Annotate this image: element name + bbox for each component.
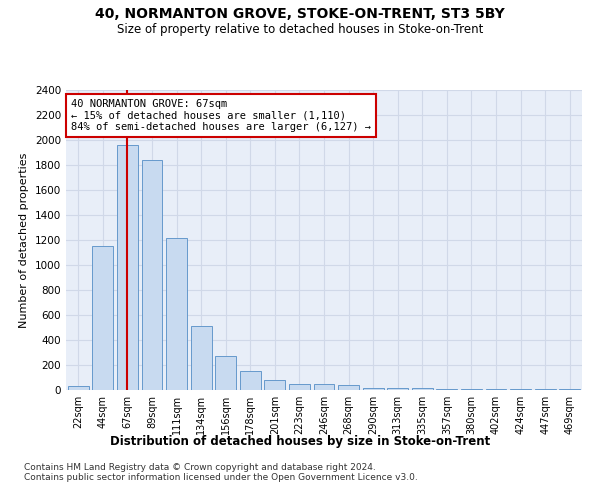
Bar	[289, 384, 310, 390]
Text: Contains public sector information licensed under the Open Government Licence v3: Contains public sector information licen…	[24, 474, 418, 482]
Text: Distribution of detached houses by size in Stoke-on-Trent: Distribution of detached houses by size …	[110, 435, 490, 448]
Bar	[387, 388, 408, 390]
Bar	[362, 388, 383, 390]
Text: Size of property relative to detached houses in Stoke-on-Trent: Size of property relative to detached ho…	[117, 22, 483, 36]
Bar	[92, 246, 113, 390]
Bar	[166, 238, 187, 390]
Text: 40 NORMANTON GROVE: 67sqm
← 15% of detached houses are smaller (1,110)
84% of se: 40 NORMANTON GROVE: 67sqm ← 15% of detac…	[71, 99, 371, 132]
Bar	[215, 356, 236, 390]
Bar	[240, 370, 261, 390]
Y-axis label: Number of detached properties: Number of detached properties	[19, 152, 29, 328]
Bar	[142, 160, 163, 390]
Bar	[191, 326, 212, 390]
Bar	[265, 380, 286, 390]
Bar	[314, 384, 334, 390]
Bar	[68, 386, 89, 390]
Bar	[117, 145, 138, 390]
Bar	[412, 388, 433, 390]
Text: Contains HM Land Registry data © Crown copyright and database right 2024.: Contains HM Land Registry data © Crown c…	[24, 464, 376, 472]
Text: 40, NORMANTON GROVE, STOKE-ON-TRENT, ST3 5BY: 40, NORMANTON GROVE, STOKE-ON-TRENT, ST3…	[95, 8, 505, 22]
Bar	[338, 385, 359, 390]
